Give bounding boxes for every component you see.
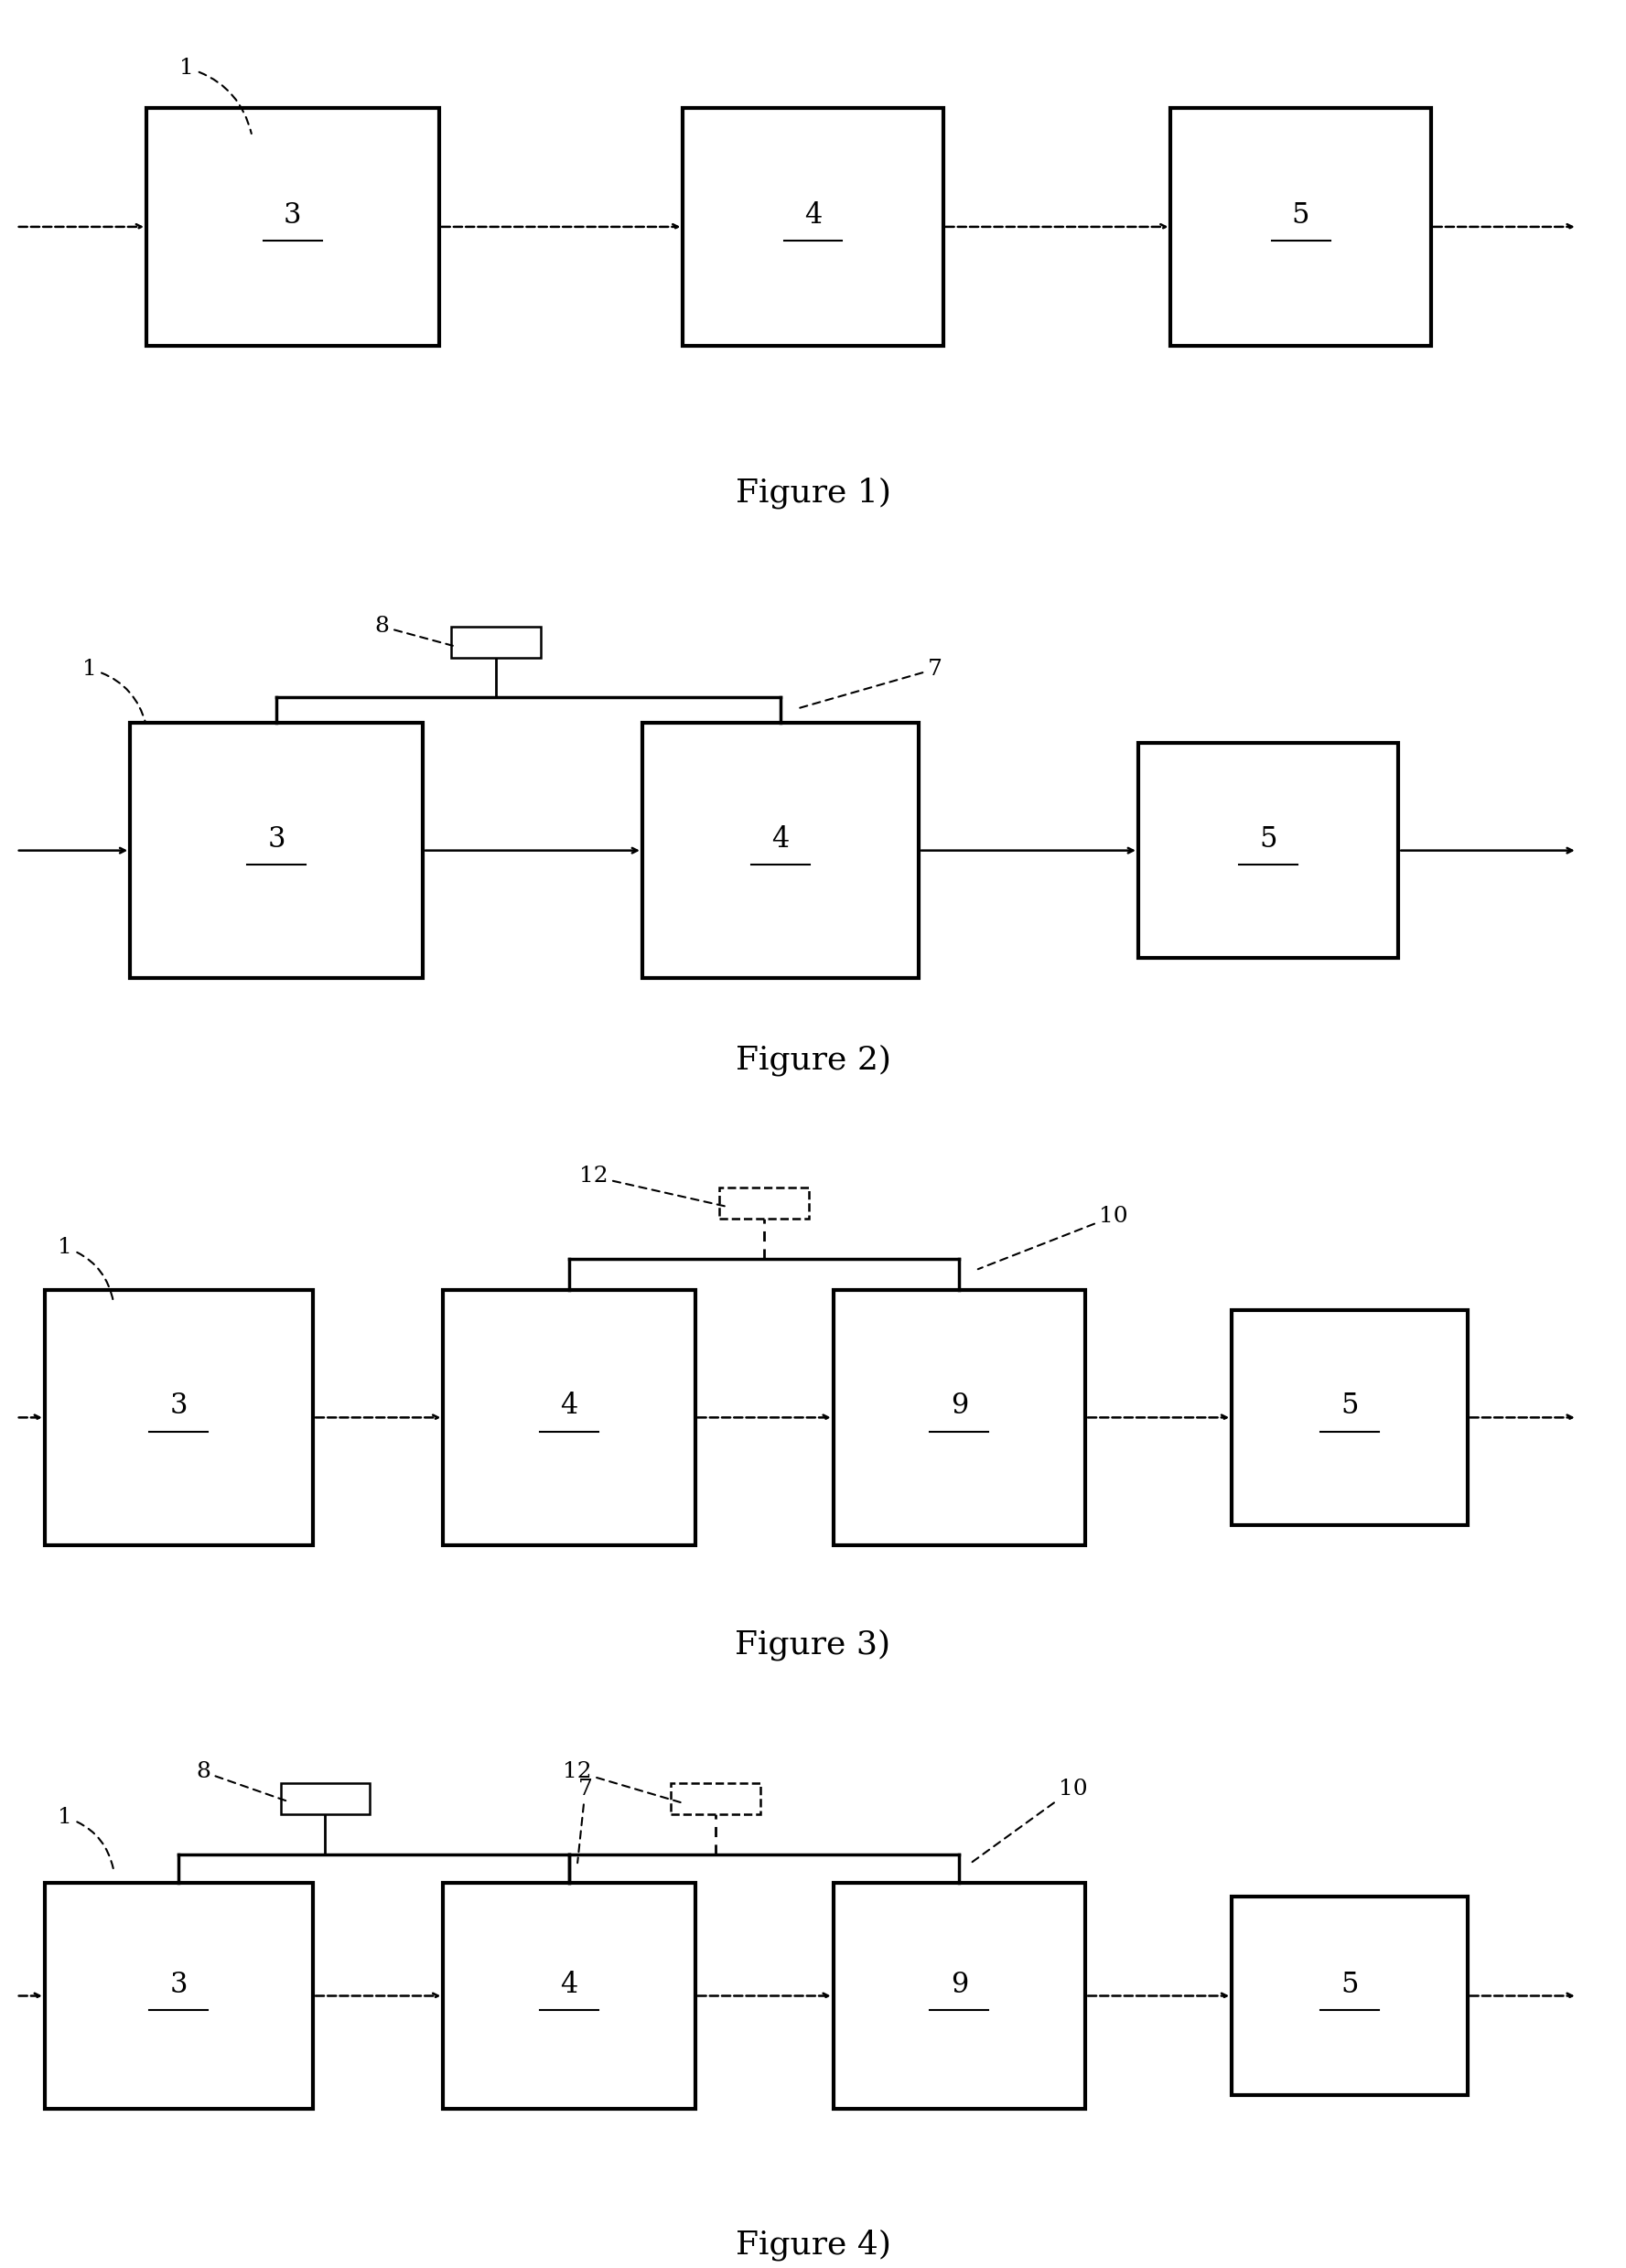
Text: 10: 10 bbox=[969, 1778, 1088, 1864]
Bar bbox=[834, 1882, 1086, 2109]
Text: 8: 8 bbox=[197, 1762, 291, 1803]
Bar bbox=[670, 1783, 759, 1814]
Text: 7: 7 bbox=[577, 1778, 592, 1862]
Text: 3: 3 bbox=[171, 1393, 187, 1420]
Text: 4: 4 bbox=[561, 1393, 577, 1420]
Bar bbox=[44, 1882, 314, 2109]
Bar bbox=[1138, 744, 1398, 957]
Bar bbox=[442, 1882, 696, 2109]
Text: 5: 5 bbox=[1293, 202, 1309, 229]
Bar bbox=[130, 723, 423, 978]
Text: 5: 5 bbox=[1260, 826, 1276, 853]
Bar bbox=[1171, 109, 1431, 347]
Bar bbox=[44, 1290, 314, 1545]
Text: 1: 1 bbox=[83, 658, 146, 723]
Text: Figure 1): Figure 1) bbox=[735, 479, 891, 508]
Text: 5: 5 bbox=[1341, 1971, 1358, 1998]
Bar bbox=[642, 723, 919, 978]
Bar bbox=[683, 109, 943, 347]
Text: 3: 3 bbox=[268, 826, 285, 853]
Text: 1: 1 bbox=[180, 57, 252, 134]
Text: 4: 4 bbox=[805, 202, 821, 229]
Text: 12: 12 bbox=[563, 1762, 680, 1803]
Text: 3: 3 bbox=[285, 202, 301, 229]
Text: 9: 9 bbox=[951, 1393, 967, 1420]
Bar bbox=[834, 1290, 1086, 1545]
Text: 12: 12 bbox=[579, 1166, 728, 1207]
Text: 8: 8 bbox=[376, 617, 452, 646]
Bar bbox=[146, 109, 439, 347]
Text: Figure 2): Figure 2) bbox=[735, 1046, 891, 1075]
Bar bbox=[281, 1783, 371, 1814]
Text: 1: 1 bbox=[59, 1808, 114, 1869]
Bar bbox=[442, 1290, 696, 1545]
Text: Figure 3): Figure 3) bbox=[735, 1628, 891, 1660]
Text: 3: 3 bbox=[171, 1971, 187, 1998]
Bar bbox=[1233, 1311, 1467, 1526]
Text: 1: 1 bbox=[59, 1236, 114, 1302]
Text: 10: 10 bbox=[977, 1207, 1128, 1270]
Bar bbox=[1233, 1896, 1467, 2096]
Text: 4: 4 bbox=[772, 826, 789, 853]
Text: Figure 4): Figure 4) bbox=[735, 2229, 891, 2261]
Text: 7: 7 bbox=[800, 658, 941, 708]
Text: 5: 5 bbox=[1341, 1393, 1358, 1420]
Bar bbox=[719, 1188, 808, 1220]
Bar bbox=[450, 626, 540, 658]
Text: 9: 9 bbox=[951, 1971, 967, 1998]
Text: 4: 4 bbox=[561, 1971, 577, 1998]
